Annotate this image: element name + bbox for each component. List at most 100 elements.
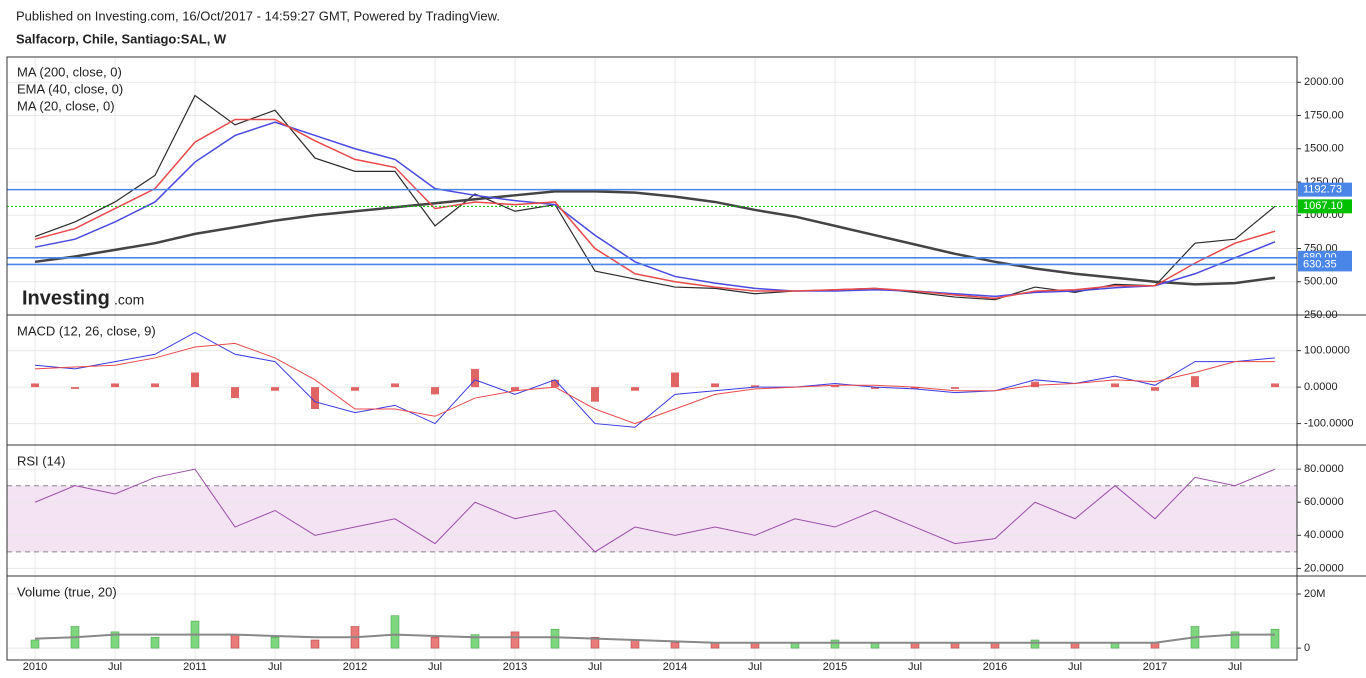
bar	[151, 383, 159, 388]
bar	[671, 372, 679, 388]
layers	[7, 57, 1366, 660]
bar	[230, 634, 240, 649]
bar	[351, 387, 359, 391]
y-tick-label: 40.0000	[1304, 529, 1344, 541]
x-tick-label: 2011	[183, 661, 207, 673]
bar	[831, 385, 839, 388]
bar	[751, 385, 759, 388]
y-tick-label: 500.00	[1304, 276, 1338, 288]
bar	[871, 387, 879, 389]
bar	[1111, 383, 1119, 388]
bar	[551, 379, 559, 388]
level-tag	[1298, 199, 1352, 214]
bar	[711, 383, 719, 388]
rsi-band	[7, 485, 1297, 552]
logo-name: Investing	[22, 287, 110, 309]
y-tick-label: -100.0000	[1304, 417, 1354, 429]
bar	[830, 639, 840, 649]
x-tick-label: Jul	[1068, 661, 1082, 673]
symbol: Salfacorp, Chile, Santiago:SAL, W	[16, 31, 227, 46]
bar	[1151, 387, 1159, 391]
legend-entry: MA (20, close, 0)	[17, 98, 115, 113]
level-tag	[1298, 182, 1352, 197]
series-line	[34, 118, 1276, 300]
series-line	[34, 633, 1275, 644]
y-tick-label: 2000.00	[1304, 76, 1344, 88]
x-tick-label: Jul	[908, 661, 922, 673]
bar	[111, 383, 119, 388]
labels: 2010 Jul 2011 Jul 2012 Jul 2013 Jul 2014 Jul 2015 J…	[17, 64, 1354, 672]
panel-title: Volume (true, 20)	[17, 584, 117, 599]
x-tick-label: 2010	[23, 661, 47, 673]
x-tick-label: Jul	[588, 661, 602, 673]
bar	[31, 383, 39, 388]
bar	[670, 642, 680, 649]
bar	[191, 372, 199, 388]
x-tick-label: Jul	[268, 661, 282, 673]
bar	[391, 383, 399, 388]
series-line	[34, 190, 1276, 286]
bar	[110, 631, 120, 649]
bar	[30, 639, 40, 649]
panel-title: RSI (14)	[17, 453, 65, 468]
bar	[1270, 628, 1280, 649]
level-label: 1067.10	[1303, 200, 1343, 212]
y-tick-label: 250.00	[1304, 309, 1338, 321]
logo-suffix: .com	[114, 292, 144, 308]
bar	[511, 387, 519, 391]
bar	[1230, 631, 1240, 649]
x-tick-label: 2012	[343, 661, 367, 673]
legend-entry: MA (200, close, 0)	[17, 64, 122, 79]
bar	[631, 387, 639, 391]
y-tick-label: 100.0000	[1304, 345, 1350, 357]
bar	[1191, 376, 1199, 388]
x-tick-label: Jul	[108, 661, 122, 673]
series-line	[34, 342, 1275, 425]
bar	[591, 387, 599, 402]
bar	[270, 637, 280, 649]
level-tag	[1298, 257, 1352, 272]
bar	[630, 639, 640, 649]
bar	[311, 387, 319, 409]
y-tick-label: 60.0000	[1304, 496, 1344, 508]
series-line	[34, 468, 1276, 553]
bar	[911, 387, 919, 389]
level-label: 630.35	[1303, 258, 1337, 270]
x-tick-label: Jul	[1228, 661, 1242, 673]
bar	[71, 387, 79, 389]
bar	[150, 637, 160, 649]
x-tick-label: Jul	[748, 661, 762, 673]
level-label: 1192.73	[1303, 184, 1342, 196]
bar	[1030, 639, 1040, 649]
bar	[390, 615, 400, 649]
y-tick-label: 1750.00	[1304, 109, 1344, 121]
x-tick-label: 2016	[983, 661, 1007, 673]
bar	[1031, 381, 1039, 388]
y-tick-label: 0	[1304, 642, 1310, 654]
bar	[951, 387, 959, 389]
x-tick-label: 2017	[1143, 661, 1167, 673]
bar	[310, 639, 320, 649]
panel-title: MACD (12, 26, close, 9)	[17, 323, 156, 338]
bar	[1271, 383, 1279, 388]
bar	[431, 387, 439, 395]
x-tick-label: Jul	[428, 661, 442, 673]
series-line	[34, 121, 1276, 298]
y-tick-label: 1500.00	[1304, 143, 1344, 155]
bar	[430, 637, 440, 649]
legend-entry: EMA (40, close, 0)	[17, 81, 123, 96]
y-tick-label: 20.0000	[1304, 562, 1344, 574]
y-tick-label: 0.0000	[1304, 381, 1338, 393]
bar	[271, 387, 279, 391]
x-tick-label: 2014	[663, 661, 687, 673]
x-tick-label: 2013	[503, 661, 527, 673]
y-tick-label: 80.0000	[1304, 463, 1344, 475]
bar	[231, 387, 239, 399]
series-line	[34, 331, 1276, 428]
bar	[550, 628, 560, 649]
bar	[510, 631, 520, 649]
x-tick-label: 2015	[823, 661, 847, 673]
plot-frame	[6, 56, 1298, 661]
bar	[470, 634, 480, 649]
